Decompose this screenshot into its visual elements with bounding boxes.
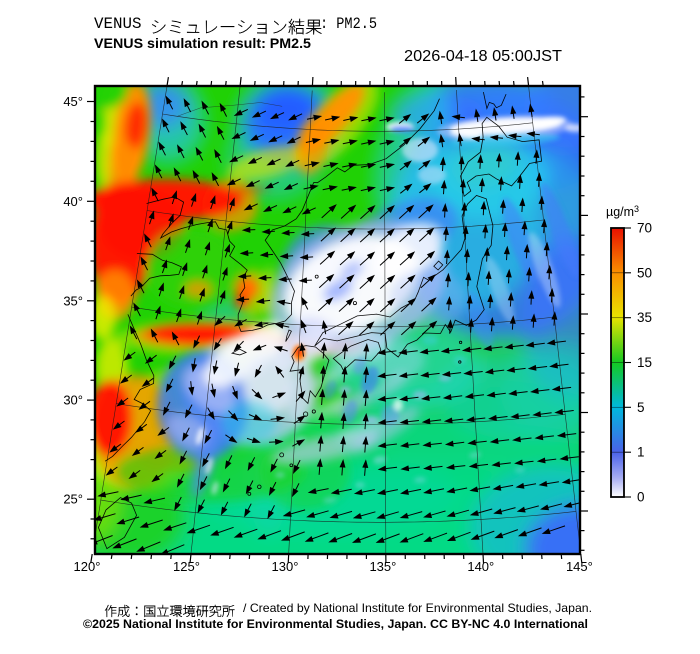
svg-text:125°: 125° — [173, 559, 200, 574]
svg-text:145°: 145° — [566, 559, 593, 574]
svg-text:VENUS simulation result: PM2.5: VENUS simulation result: PM2.5 — [94, 35, 311, 51]
svg-text:45°: 45° — [63, 94, 83, 109]
svg-text:130°: 130° — [272, 559, 299, 574]
svg-text:VENUS: VENUS — [94, 15, 142, 33]
svg-text:2026-04-18 05:00JST: 2026-04-18 05:00JST — [404, 48, 563, 65]
svg-text:35°: 35° — [63, 293, 83, 308]
svg-text:50: 50 — [637, 265, 652, 280]
svg-text:0: 0 — [637, 490, 645, 505]
svg-text:25°: 25° — [63, 492, 83, 507]
svg-text:140°: 140° — [467, 559, 494, 574]
svg-text:: PM2.5: : PM2.5 — [320, 15, 377, 33]
svg-text:15: 15 — [637, 355, 652, 370]
svg-text:©2025 National Institute for E: ©2025 National Institute for Environment… — [83, 617, 588, 631]
svg-text:70: 70 — [637, 221, 652, 236]
svg-text:135°: 135° — [369, 559, 396, 574]
svg-text:120°: 120° — [74, 559, 101, 574]
svg-text:/ Created by National Institut: / Created by National Institute for Envi… — [243, 601, 592, 615]
svg-text:1: 1 — [637, 445, 645, 460]
svg-text:30°: 30° — [63, 393, 83, 408]
svg-text:35: 35 — [637, 310, 652, 325]
svg-text:40°: 40° — [63, 194, 83, 209]
svg-text:5: 5 — [637, 400, 645, 415]
